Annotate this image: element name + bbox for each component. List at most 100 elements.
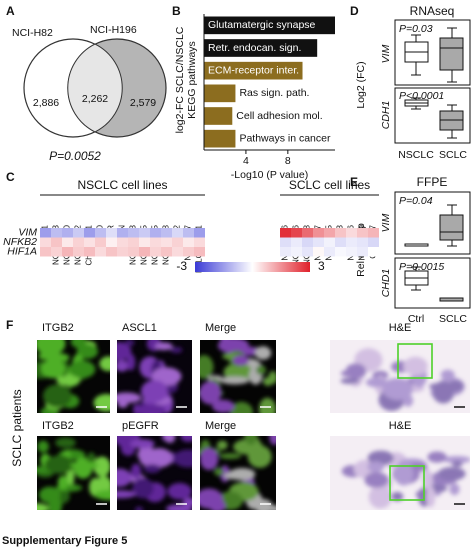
heatmap-cell xyxy=(150,228,161,238)
tissue-blob xyxy=(440,369,455,381)
tissue-blob xyxy=(365,377,388,388)
plot-frame xyxy=(394,19,471,86)
heatmap-cell xyxy=(172,237,183,247)
tissue-blob xyxy=(229,401,254,413)
image-label: Merge xyxy=(205,420,236,432)
tissue-blob xyxy=(267,505,276,510)
tissue-blob xyxy=(219,376,250,385)
heatmap-cell xyxy=(194,247,205,257)
panel-label: F xyxy=(6,318,13,332)
tissue-blob xyxy=(269,436,276,446)
heatmap-cell xyxy=(139,228,150,238)
set-label: NCI-H196 xyxy=(90,24,137,36)
heatmap-cell xyxy=(324,247,335,257)
image-label: ITGB2 xyxy=(42,420,74,432)
tissue-blob xyxy=(130,439,155,449)
heatmap-cell xyxy=(291,237,302,247)
bar xyxy=(204,129,236,148)
colorbar-label: 3 xyxy=(318,259,325,273)
zoom-box xyxy=(397,343,433,379)
heatmap-cell xyxy=(106,228,117,238)
group-label: NSCLC cell lines xyxy=(77,178,167,192)
heatmap-cell xyxy=(73,237,84,247)
heatmap-cell xyxy=(51,237,62,247)
image-label: H&E xyxy=(389,420,412,432)
tissue-blob xyxy=(212,399,235,413)
tissue-blob xyxy=(69,360,96,379)
heatmap-cell xyxy=(51,247,62,257)
heatmap-cell xyxy=(172,228,183,238)
figure-caption: Supplementary Figure 5 xyxy=(2,535,127,547)
tissue-blob xyxy=(372,370,389,380)
heatmap-cell xyxy=(51,228,62,238)
p-value: P=0.0015 xyxy=(399,261,444,273)
tissue-blob xyxy=(154,342,173,351)
panel-label: A xyxy=(6,4,15,18)
tissue-blob xyxy=(117,490,137,499)
heatmap-cell xyxy=(139,247,150,257)
tissue-blob xyxy=(117,468,132,487)
bar-label: Ras sign. path. xyxy=(239,87,309,99)
tissue-blob xyxy=(130,463,142,479)
tissue-blob xyxy=(140,380,168,403)
heatmap-cell xyxy=(280,247,291,257)
gene-label: VIM xyxy=(380,213,392,232)
tissue-blob xyxy=(364,472,389,488)
micrograph xyxy=(37,340,110,413)
gene-label: CHD1 xyxy=(380,269,392,298)
heatmap-cell xyxy=(357,237,368,247)
heatmap-cell xyxy=(291,228,302,238)
bar-label: ECM-receptor inter. xyxy=(208,64,299,76)
micrograph xyxy=(117,436,192,510)
heatmap-cell xyxy=(128,247,139,257)
heatmap-cell xyxy=(150,237,161,247)
tissue-blob xyxy=(70,340,87,348)
tissue-blob xyxy=(99,356,110,372)
tissue xyxy=(200,436,276,510)
heatmap-cell xyxy=(183,237,194,247)
bar xyxy=(204,39,318,57)
heatmap-cell xyxy=(128,237,139,247)
tissue-blob xyxy=(93,456,110,477)
tissue-blob xyxy=(180,436,192,442)
tissue xyxy=(340,348,465,411)
heatmap-cell xyxy=(194,237,205,247)
heatmap-cell xyxy=(95,237,106,247)
tissue-blob xyxy=(55,437,76,448)
tissue-blob xyxy=(117,341,132,361)
heatmap-cell xyxy=(280,237,291,247)
tissue-blob xyxy=(40,359,66,379)
tissue-blob xyxy=(94,490,110,501)
tissue-blob xyxy=(173,449,192,468)
heatmap-cell xyxy=(302,247,313,257)
tissue-blob xyxy=(126,353,136,371)
heatmap-cell xyxy=(335,237,346,247)
plot-frame xyxy=(394,257,471,309)
heatmap-cell xyxy=(302,228,313,238)
panel-title: FFPE xyxy=(417,175,448,189)
heatmap-cell xyxy=(302,237,313,247)
panel-label: B xyxy=(172,4,181,18)
zoom-box xyxy=(389,465,425,501)
heatmap-cell xyxy=(150,247,161,257)
gene-label: VIM xyxy=(380,44,392,63)
tissue-blob xyxy=(391,491,404,502)
heatmap-cell xyxy=(117,228,128,238)
tissue-blob xyxy=(132,477,154,499)
heatmap-cell xyxy=(313,237,324,247)
heatmap-cell xyxy=(291,247,302,257)
tissue-blob xyxy=(422,469,433,490)
tissue xyxy=(37,340,110,413)
heatmap-cell xyxy=(106,237,117,247)
heatmap-cell xyxy=(161,228,172,238)
heatmap-cell xyxy=(84,247,95,257)
tissue-blob xyxy=(200,355,214,379)
tissue-blob xyxy=(209,499,226,510)
tissue xyxy=(117,340,183,413)
tissue-blob xyxy=(37,340,66,356)
y-axis-label: KEGG pathways xyxy=(186,41,198,119)
panel-label: D xyxy=(350,4,359,18)
heatmap-cell xyxy=(172,247,183,257)
p-value: P=0.04 xyxy=(399,195,433,207)
heatmap-cell xyxy=(95,228,106,238)
